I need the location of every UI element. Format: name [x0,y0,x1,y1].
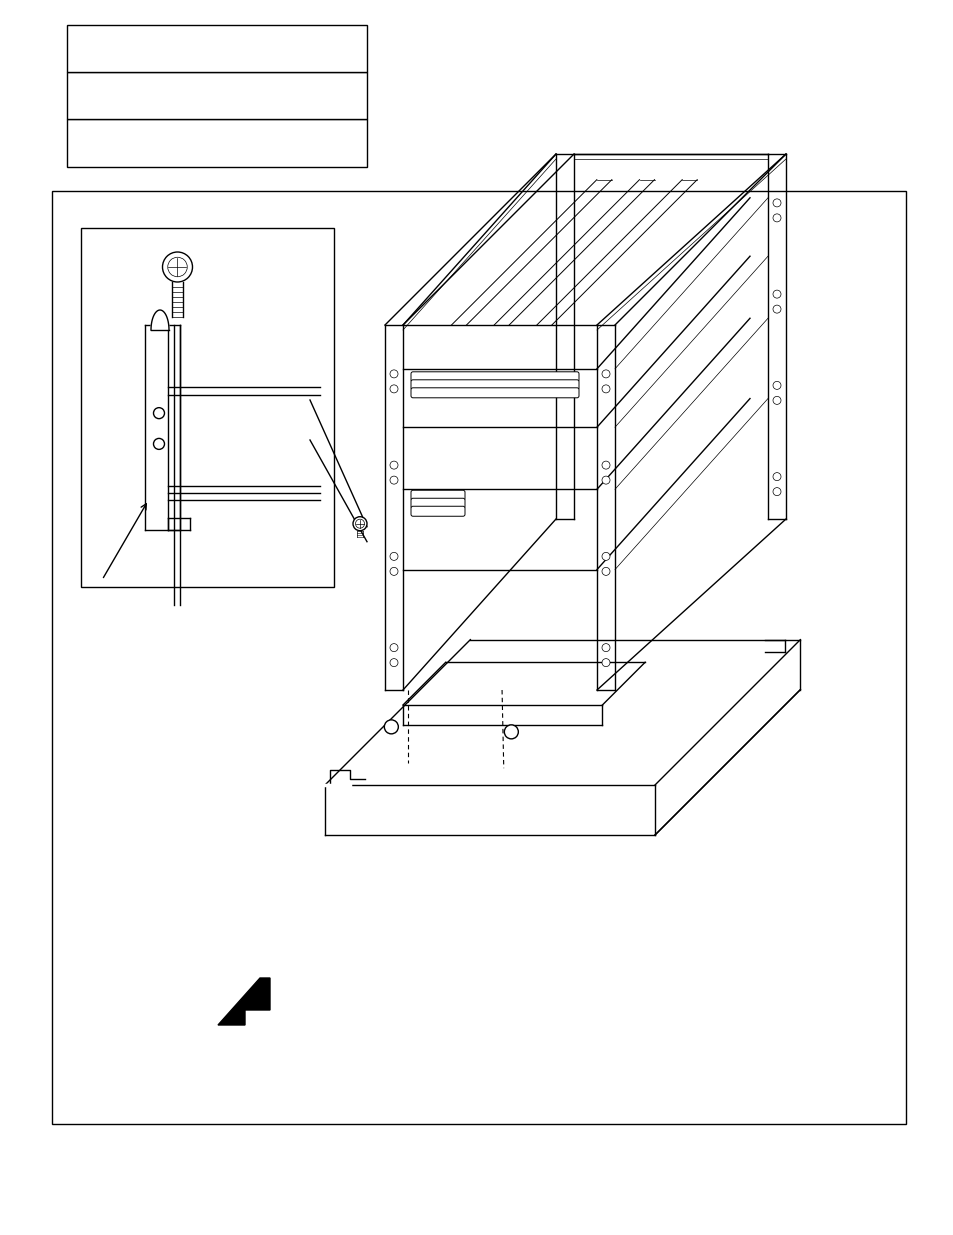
Circle shape [772,305,781,314]
Circle shape [601,369,609,378]
Circle shape [772,214,781,222]
Circle shape [390,369,397,378]
Circle shape [772,488,781,495]
Bar [52,191,905,1124]
FancyBboxPatch shape [411,498,464,509]
Circle shape [153,438,164,450]
Bar [81,228,334,587]
Circle shape [601,567,609,576]
Circle shape [353,516,367,531]
FancyBboxPatch shape [411,372,578,382]
Circle shape [390,461,397,469]
Circle shape [390,567,397,576]
Circle shape [772,396,781,404]
Circle shape [772,473,781,480]
Polygon shape [151,310,169,330]
Circle shape [162,252,193,282]
Circle shape [390,552,397,561]
Polygon shape [218,978,270,1025]
Circle shape [504,725,517,739]
Circle shape [601,461,609,469]
FancyBboxPatch shape [411,490,464,500]
Circle shape [601,658,609,667]
Circle shape [601,477,609,484]
Circle shape [601,552,609,561]
FancyBboxPatch shape [411,506,464,516]
Circle shape [390,477,397,484]
Bar [67,120,367,167]
Circle shape [772,382,781,389]
Circle shape [601,643,609,652]
FancyBboxPatch shape [411,380,578,390]
Circle shape [772,290,781,298]
Circle shape [390,658,397,667]
FancyBboxPatch shape [411,388,578,398]
Circle shape [153,408,164,419]
Circle shape [355,519,364,529]
Circle shape [168,257,187,277]
Circle shape [384,720,398,734]
Bar [67,72,367,120]
Bar [67,25,367,72]
Circle shape [601,385,609,393]
Circle shape [390,643,397,652]
Circle shape [772,199,781,207]
Circle shape [390,385,397,393]
